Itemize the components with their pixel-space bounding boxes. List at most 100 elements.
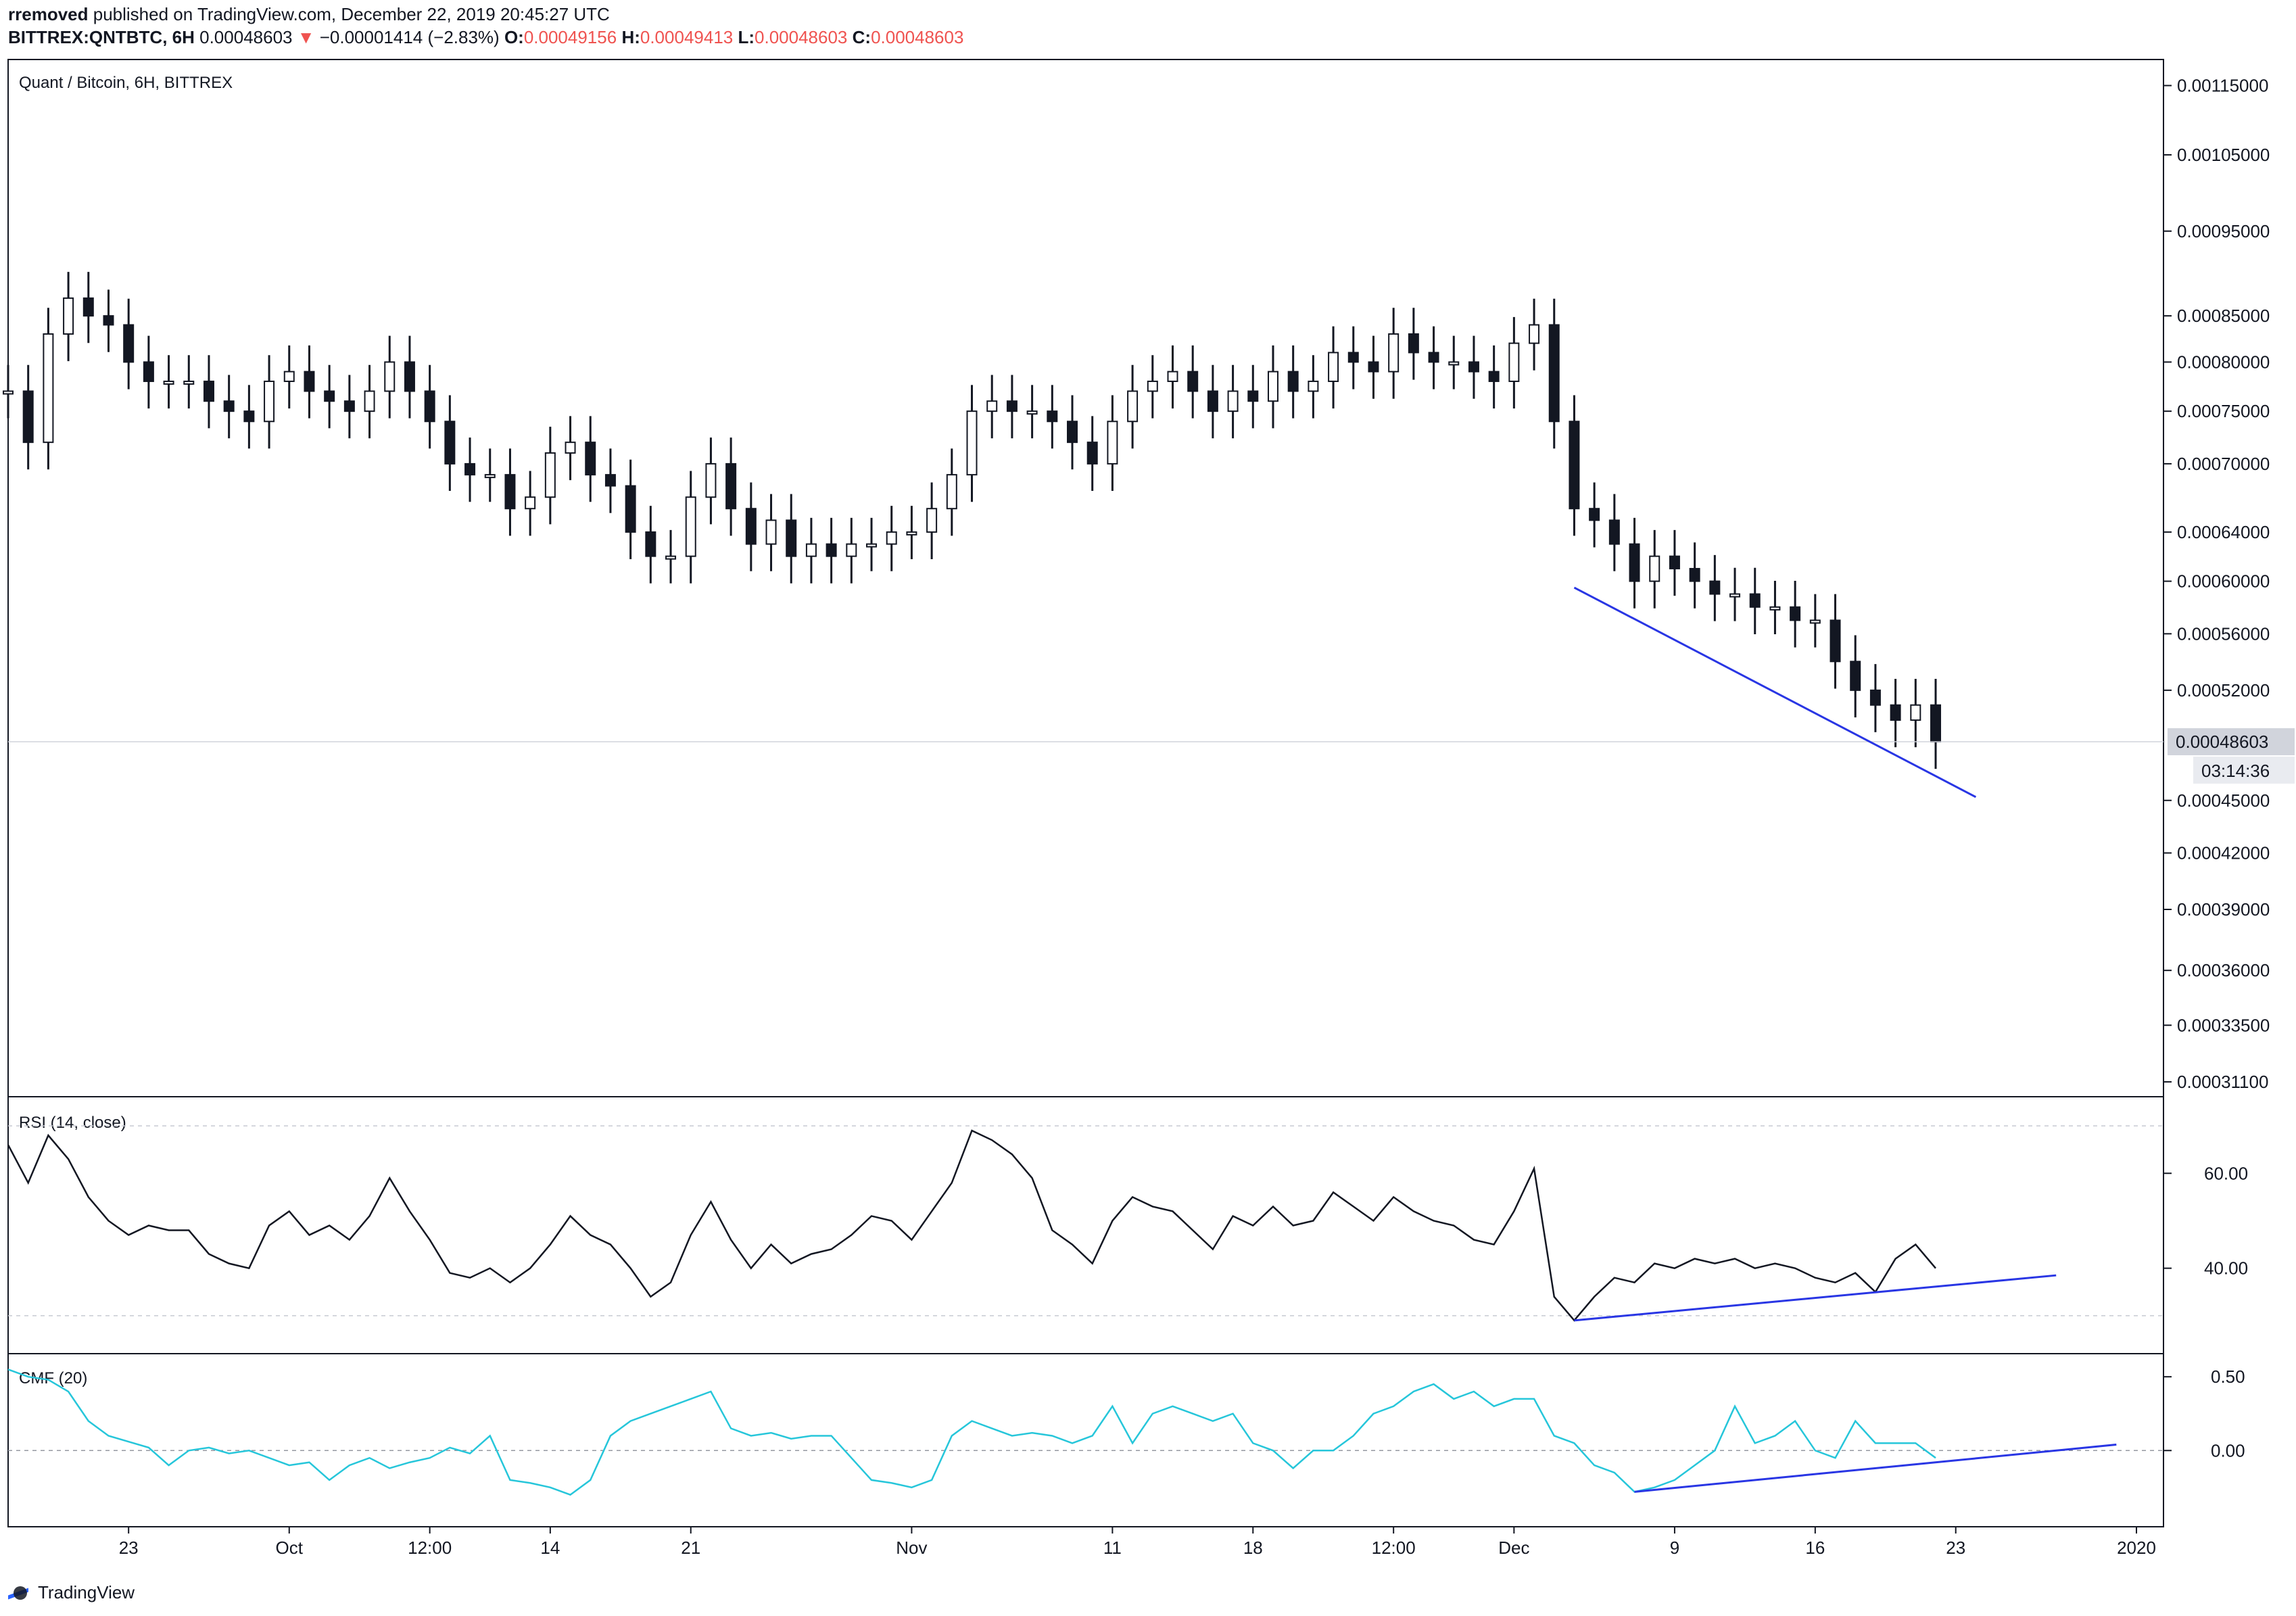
candle-body — [1308, 380, 1319, 392]
brand-name: TradingView — [38, 1582, 135, 1602]
candle-body — [1608, 519, 1620, 545]
candle-body — [1147, 380, 1158, 392]
ohlc-header: BITTREX:QNTBTC, 6H 0.00048603 ▼ −0.00001… — [8, 27, 963, 48]
candle-body — [1468, 361, 1479, 373]
candle-body — [1368, 361, 1379, 373]
time-axis-label: 2020 — [2117, 1538, 2156, 1558]
rsi-axis-label: 40.00 — [2204, 1258, 2248, 1279]
candle-body — [645, 531, 656, 557]
candle-body — [1347, 352, 1359, 363]
price-axis-label: 0.00064000 — [2177, 522, 2270, 542]
candle-body — [1869, 689, 1881, 706]
candle-body — [243, 410, 255, 423]
candle-body — [264, 380, 275, 423]
candle-body — [404, 361, 415, 392]
candle-body — [1167, 371, 1178, 382]
candle-body — [1930, 704, 1942, 743]
time-axis-label: 23 — [119, 1538, 139, 1558]
candle-body — [504, 474, 516, 510]
time-axis-label: 9 — [1670, 1538, 1679, 1558]
publish-text: published on TradingView.com, December 2… — [93, 4, 610, 24]
author-name[interactable]: rremoved — [8, 4, 89, 24]
candle-body — [364, 390, 375, 412]
candle-body — [886, 531, 897, 545]
candle-body — [22, 390, 34, 444]
cmf-trendline — [1634, 1444, 2117, 1493]
rsi-trendline — [1574, 1274, 2057, 1322]
time-axis-label: 16 — [1805, 1538, 1825, 1558]
candle-body — [685, 496, 696, 557]
candle-body — [1809, 619, 1821, 624]
candle-body — [826, 543, 837, 557]
candle-body — [1790, 606, 1801, 621]
price-axis-label: 0.00080000 — [2177, 352, 2270, 372]
candle-body — [324, 390, 335, 402]
price-axis-label: 0.00060000 — [2177, 571, 2270, 592]
candle-body — [1589, 508, 1600, 521]
price-axis-label: 0.00033500 — [2177, 1015, 2270, 1035]
price-axis-label: 0.00036000 — [2177, 960, 2270, 980]
down-arrow-icon: ▼ — [297, 27, 315, 47]
candle-body — [103, 315, 114, 326]
candle-body — [304, 371, 315, 392]
high-label: H: — [621, 27, 640, 47]
high-value: 0.00049413 — [640, 27, 734, 47]
candle-body — [1408, 333, 1419, 354]
candle-body — [946, 474, 957, 510]
candle-body — [725, 462, 737, 510]
candle-body — [604, 474, 616, 487]
candle-body — [1328, 352, 1339, 382]
candle-body — [525, 496, 536, 510]
close-label: C: — [852, 27, 871, 47]
tradingview-logo[interactable]: TradingView — [8, 1582, 135, 1603]
countdown-label-bg — [2193, 756, 2295, 784]
candle-body — [1448, 361, 1460, 366]
candle-body — [665, 555, 677, 560]
candle-body — [1850, 661, 1861, 691]
candle-body — [765, 519, 777, 545]
candle-body — [1428, 352, 1439, 363]
candle-body — [1749, 593, 1761, 608]
cmf-axis-label: 0.00 — [2211, 1440, 2245, 1460]
candle-body — [123, 324, 135, 363]
candle-body — [424, 390, 435, 423]
candle-body — [223, 400, 235, 412]
price-axis-label: 0.00070000 — [2177, 454, 2270, 474]
candle-body — [1649, 555, 1660, 582]
time-axis-label: 14 — [540, 1538, 560, 1558]
time-axis-label: 23 — [1946, 1538, 1965, 1558]
candle-body — [846, 543, 857, 557]
candle-body — [163, 380, 174, 385]
candle-body — [63, 297, 74, 335]
candle-body — [805, 543, 817, 557]
time-axis-label: Dec — [1498, 1538, 1529, 1558]
candle-body — [82, 297, 94, 317]
rsi-pane-title: RSI (14, close) — [19, 1114, 126, 1132]
price-axis-label: 0.00056000 — [2177, 623, 2270, 644]
candle-body — [1127, 390, 1139, 423]
time-axis-label: 11 — [1103, 1538, 1122, 1558]
symbol-label: BITTREX:QNTBTC, 6H — [8, 27, 195, 47]
open-value: 0.00049156 — [523, 27, 617, 47]
candle-body — [183, 380, 195, 385]
candle-body — [1669, 555, 1680, 569]
time-axis-label: 12:00 — [1372, 1538, 1416, 1558]
last-price-label-bg — [2168, 728, 2295, 755]
candle-body — [1709, 580, 1721, 595]
candle-body — [1890, 704, 1901, 721]
candle-body — [585, 442, 596, 476]
candle-body — [1769, 606, 1781, 611]
candle-body — [786, 519, 797, 557]
candle-body — [203, 380, 214, 402]
candle-body — [3, 390, 14, 395]
low-label: L: — [738, 27, 755, 47]
price-axis-label: 0.00105000 — [2177, 145, 2270, 165]
candle-body — [1629, 543, 1640, 582]
candle-body — [745, 508, 757, 545]
candle-body — [43, 333, 54, 444]
candle-body — [1207, 390, 1218, 412]
price-axis-label: 0.00045000 — [2177, 790, 2270, 811]
candle-body — [1267, 371, 1278, 402]
price-axis-label: 0.00075000 — [2177, 401, 2270, 421]
